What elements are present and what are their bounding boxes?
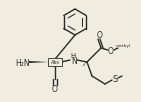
Polygon shape: [29, 61, 49, 63]
Text: S: S: [112, 74, 118, 84]
Text: H: H: [70, 53, 76, 59]
Text: O: O: [108, 47, 114, 55]
FancyBboxPatch shape: [48, 58, 62, 66]
Text: H₂N: H₂N: [15, 59, 30, 68]
Text: O: O: [97, 30, 103, 39]
Text: methyl: methyl: [115, 44, 131, 48]
Text: ,/: ,/: [83, 60, 87, 65]
Text: N: N: [71, 57, 77, 66]
Text: Abs: Abs: [50, 60, 60, 65]
Text: O: O: [52, 84, 58, 94]
